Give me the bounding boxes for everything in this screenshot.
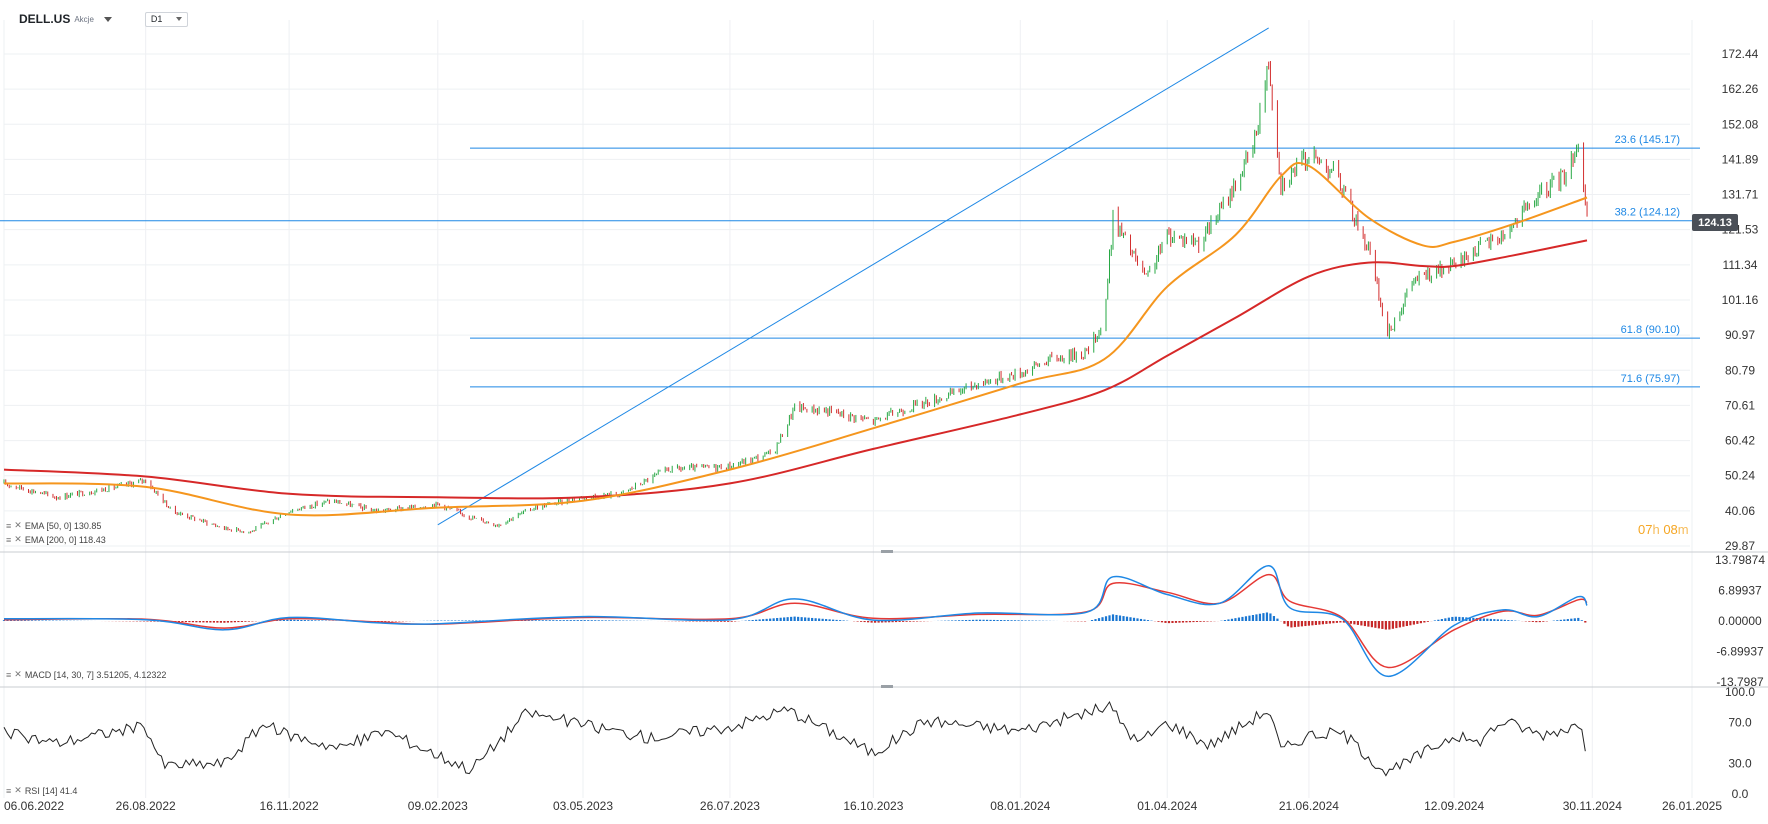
date-tick-label: 09.02.2023 (408, 799, 468, 813)
macd-histogram (2, 612, 1587, 630)
price-tick-label: 111.34 (1723, 258, 1758, 272)
symbol-dropdown-icon[interactable] (103, 16, 112, 22)
date-tick-label: 03.05.2023 (553, 799, 613, 813)
close-icon[interactable]: ✕ (14, 669, 22, 679)
price-tick-label: 101.16 (1722, 293, 1759, 307)
close-icon[interactable]: ✕ (14, 520, 22, 530)
ema200-legend-text: EMA [200, 0] 118.43 (24, 534, 106, 545)
date-axis: 06.06.2022 26.08.2022 16.11.2022 09.02.2023… (4, 799, 1722, 813)
countdown-minutes-unit: m (1677, 522, 1689, 537)
date-tick-label: 06.06.2022 (4, 799, 64, 813)
close-icon[interactable]: ✕ (14, 785, 22, 795)
grid-lines (3, 20, 1693, 798)
ema50-legend-text: EMA [50, 0] 130.85 (24, 520, 102, 531)
price-tick-label: 80.79 (1725, 363, 1755, 377)
rsi-legend: ≡ ✕ RSI [14] 41.4 (6, 785, 77, 796)
macd-axis: 13.79874 6.89937 0.00000 -6.89937 -13.7987 (1715, 553, 1765, 689)
date-tick-label: 30.11.2024 (1563, 799, 1622, 813)
fib-level-label: 61.8 (90.10) (1621, 324, 1680, 336)
fib-level-label: 71.6 (75.97) (1621, 373, 1680, 385)
rsi-legend-text: RSI [14] 41.4 (24, 785, 78, 796)
date-tick-label: 26.08.2022 (116, 799, 176, 813)
rsi-line (3, 700, 1586, 777)
date-tick-label: 16.10.2023 (843, 799, 903, 813)
price-tick-label: 172.44 (1722, 47, 1759, 61)
menu-icon[interactable]: ≡ (6, 534, 12, 545)
symbol-label[interactable]: DELL.US (19, 12, 71, 26)
trendline (437, 27, 1269, 526)
rsi-tick-label: 100.0 (1725, 685, 1755, 699)
current-price-value: 124.13 (1698, 216, 1732, 229)
current-price-tag: 124.13 (1692, 214, 1738, 231)
rsi-axis: 100.0 70.0 30.0 0.0 (1725, 685, 1755, 801)
menu-icon[interactable]: ≡ (6, 785, 12, 796)
rsi-tick-label: 0.0 (1732, 787, 1749, 801)
chevron-down-icon (175, 17, 182, 21)
macd-line (3, 564, 1588, 678)
price-tick-label: 29.87 (1725, 539, 1755, 553)
close-icon[interactable]: ✕ (14, 534, 22, 544)
countdown-hours-unit: h (1652, 522, 1660, 537)
date-tick-label: 21.06.2024 (1279, 799, 1339, 813)
rsi-tick-label: 30.0 (1728, 756, 1752, 770)
macd-tick-label: 13.79874 (1715, 553, 1765, 567)
fibonacci-levels: 23.6 (145.17) 38.2 (124.12) 61.8 (90.10) 71… (0, 134, 1700, 388)
price-tick-label: 40.06 (1725, 504, 1755, 518)
ema200-line (3, 239, 1588, 500)
macd-tick-label: -6.89937 (1716, 645, 1764, 659)
asset-type-label: Akcje (74, 14, 94, 24)
price-tick-label: 90.97 (1725, 328, 1755, 342)
price-tick-label: 162.26 (1722, 82, 1759, 96)
panel-resize-handle (881, 685, 893, 688)
date-tick-label: 12.09.2024 (1424, 799, 1484, 813)
timeframe-select[interactable]: D1 (144, 11, 188, 27)
chart-header: DELL.US Akcje D1 (0, 8, 188, 30)
macd-legend-text: MACD [14, 30, 7] 3.51205, 4.12322 (24, 669, 167, 680)
menu-icon[interactable]: ≡ (6, 669, 12, 680)
date-tick-label: 01.04.2024 (1137, 799, 1197, 813)
candles (3, 61, 1588, 534)
ema50-line (3, 161, 1588, 517)
price-tick-label: 131.71 (1722, 188, 1759, 202)
price-tick-label: 70.61 (1725, 398, 1755, 412)
countdown-minutes: 08 (1663, 522, 1678, 537)
price-axis: 172.44162.26152.08141.89131.71121.53111.… (1722, 47, 1759, 553)
ema200-legend: ≡ ✕ EMA [200, 0] 118.43 (6, 534, 106, 545)
fib-level-label: 23.6 (145.17) (1615, 134, 1680, 146)
macd-tick-label: 0.00000 (1718, 614, 1762, 628)
date-tick-label: 08.01.2024 (990, 799, 1050, 813)
macd-tick-label: -13.7987 (1716, 675, 1764, 689)
price-tick-label: 152.08 (1722, 117, 1759, 131)
price-tick-label: 60.42 (1725, 434, 1755, 448)
fib-level-label: 38.2 (124.12) (1615, 207, 1680, 219)
macd-tick-label: 6.89937 (1718, 584, 1762, 598)
price-tick-label: 141.89 (1722, 152, 1759, 166)
panel-resize-handle (881, 550, 893, 553)
date-tick-label: 16.11.2022 (260, 799, 319, 813)
macd-legend: ≡ ✕ MACD [14, 30, 7] 3.51205, 4.12322 (6, 669, 166, 680)
countdown-hours: 07 (1638, 522, 1653, 537)
date-tick-label: 26.01.2025 (1662, 799, 1722, 813)
price-tick-label: 50.24 (1725, 469, 1755, 483)
ema50-legend: ≡ ✕ EMA [50, 0] 130.85 (6, 520, 101, 531)
rsi-tick-label: 70.0 (1728, 716, 1752, 730)
timeframe-value: D1 (150, 14, 163, 24)
candle-countdown: 07h 08m (1638, 522, 1689, 537)
date-tick-label: 26.07.2023 (700, 799, 760, 813)
menu-icon[interactable]: ≡ (6, 520, 12, 531)
